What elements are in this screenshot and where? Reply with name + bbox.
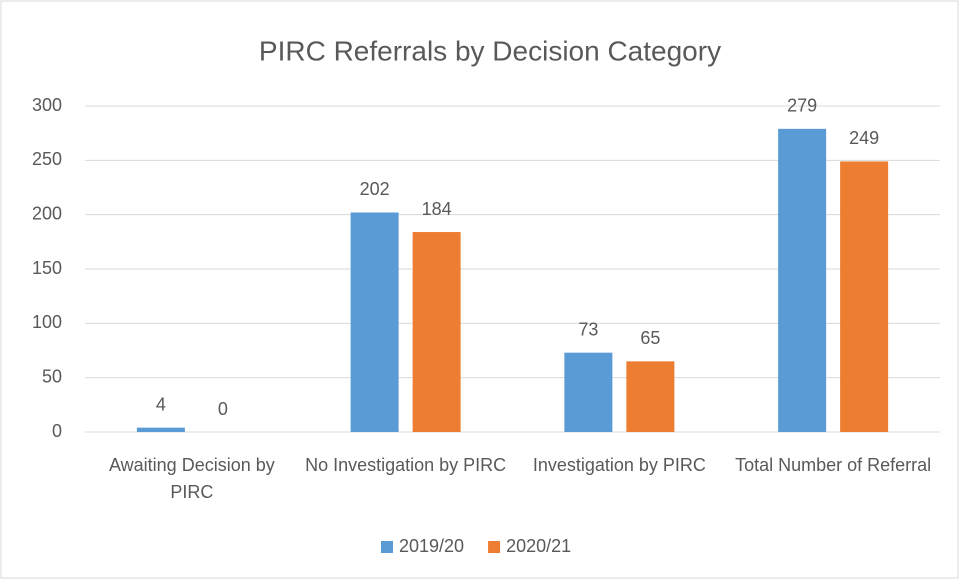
y-tick-label: 100: [32, 312, 62, 332]
y-tick-label: 150: [32, 258, 62, 278]
bar: [626, 361, 675, 432]
x-tick-label: No Investigation by PIRC: [305, 455, 507, 475]
data-label: 65: [640, 328, 660, 348]
data-label: 249: [849, 128, 879, 148]
x-tick-label: Total Number of Referral: [735, 455, 932, 475]
y-tick-label: 0: [52, 421, 62, 441]
data-label: 0: [218, 399, 228, 419]
data-label: 73: [578, 319, 598, 339]
legend-swatch: [488, 541, 501, 553]
data-label: 202: [360, 179, 390, 199]
data-label: 4: [156, 394, 166, 414]
y-tick-label: 50: [42, 366, 62, 386]
bar: [778, 128, 827, 432]
legend-label: 2020/21: [506, 536, 571, 556]
chart-title: PIRC Referrals by Decision Category: [259, 35, 721, 66]
y-tick-label: 300: [32, 95, 62, 115]
data-label: 184: [422, 199, 452, 219]
x-tick-label: Investigation by PIRC: [532, 455, 706, 475]
y-tick-label: 250: [32, 149, 62, 169]
y-tick-label: 200: [32, 203, 62, 223]
bar: [840, 161, 889, 433]
bar: [412, 232, 461, 432]
bar: [350, 212, 399, 432]
legend-swatch: [381, 541, 393, 553]
bar: [136, 427, 185, 432]
data-label: 279: [787, 96, 817, 116]
legend-label: 2019/20: [399, 536, 464, 556]
bar: [564, 352, 613, 432]
x-tick-label: Awaiting Decision by PIRC: [108, 455, 275, 502]
